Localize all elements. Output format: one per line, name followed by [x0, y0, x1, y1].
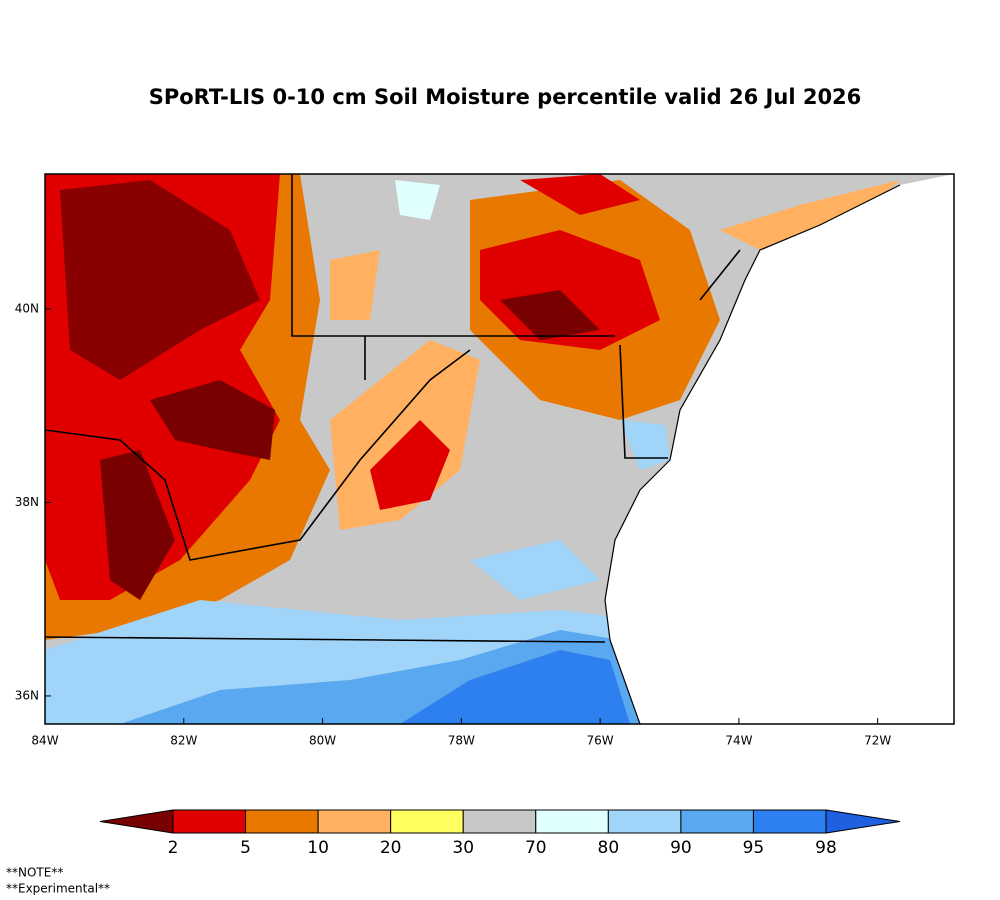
title: SPoRT-LIS 0-10 cm Soil Moisture percenti…: [149, 85, 862, 109]
colorbar-box: [390, 809, 464, 834]
axes: 84W 82W 80W 78W 76W 74W 72W 36N 38N 40N: [15, 301, 892, 747]
x-tick-label: 82W: [170, 734, 197, 748]
y-tick-label: 36N: [15, 688, 39, 702]
x-tick-label: 84W: [31, 734, 58, 748]
colorbar-label: 70: [525, 838, 547, 858]
colorbar-label: 5: [240, 838, 251, 858]
map-frame: [44, 173, 955, 725]
colorbar-box: [607, 809, 682, 834]
x-tick-label: 72W: [864, 734, 891, 748]
x-tick-label: 74W: [725, 734, 752, 748]
colorbar-box: [752, 809, 827, 834]
colorbar-box: [317, 809, 392, 834]
x-tick-label: 76W: [587, 734, 614, 748]
colorbar-label: 80: [598, 838, 620, 858]
colorbar-box: [535, 809, 609, 834]
colorbar-label: 98: [815, 838, 837, 858]
colorbar-arrow: [99, 809, 174, 834]
colorbar-label: 20: [380, 838, 402, 858]
colorbar-box: [172, 809, 247, 834]
colorbar-box: [680, 809, 754, 834]
colorbar-label: 10: [307, 838, 329, 858]
colorbar-label: 30: [452, 838, 474, 858]
x-tick-label: 80W: [309, 734, 336, 748]
y-tick-label: 40N: [15, 301, 39, 315]
note: **Experimental**: [6, 882, 110, 896]
colorbar-box: [245, 809, 319, 834]
colorbar-arrow: [825, 809, 901, 834]
y-tick-label: 38N: [15, 495, 39, 509]
note: **NOTE**: [6, 866, 63, 880]
colorbar-label: 95: [743, 838, 765, 858]
colorbar-box: [462, 809, 537, 834]
map-field: [45, 174, 954, 724]
colorbar: 2 5 10 20 30 70 80 90 95 98: [99, 809, 901, 858]
x-tick-label: 78W: [448, 734, 475, 748]
colorbar-label: 90: [670, 838, 692, 858]
colorbar-label: 2: [168, 838, 179, 858]
